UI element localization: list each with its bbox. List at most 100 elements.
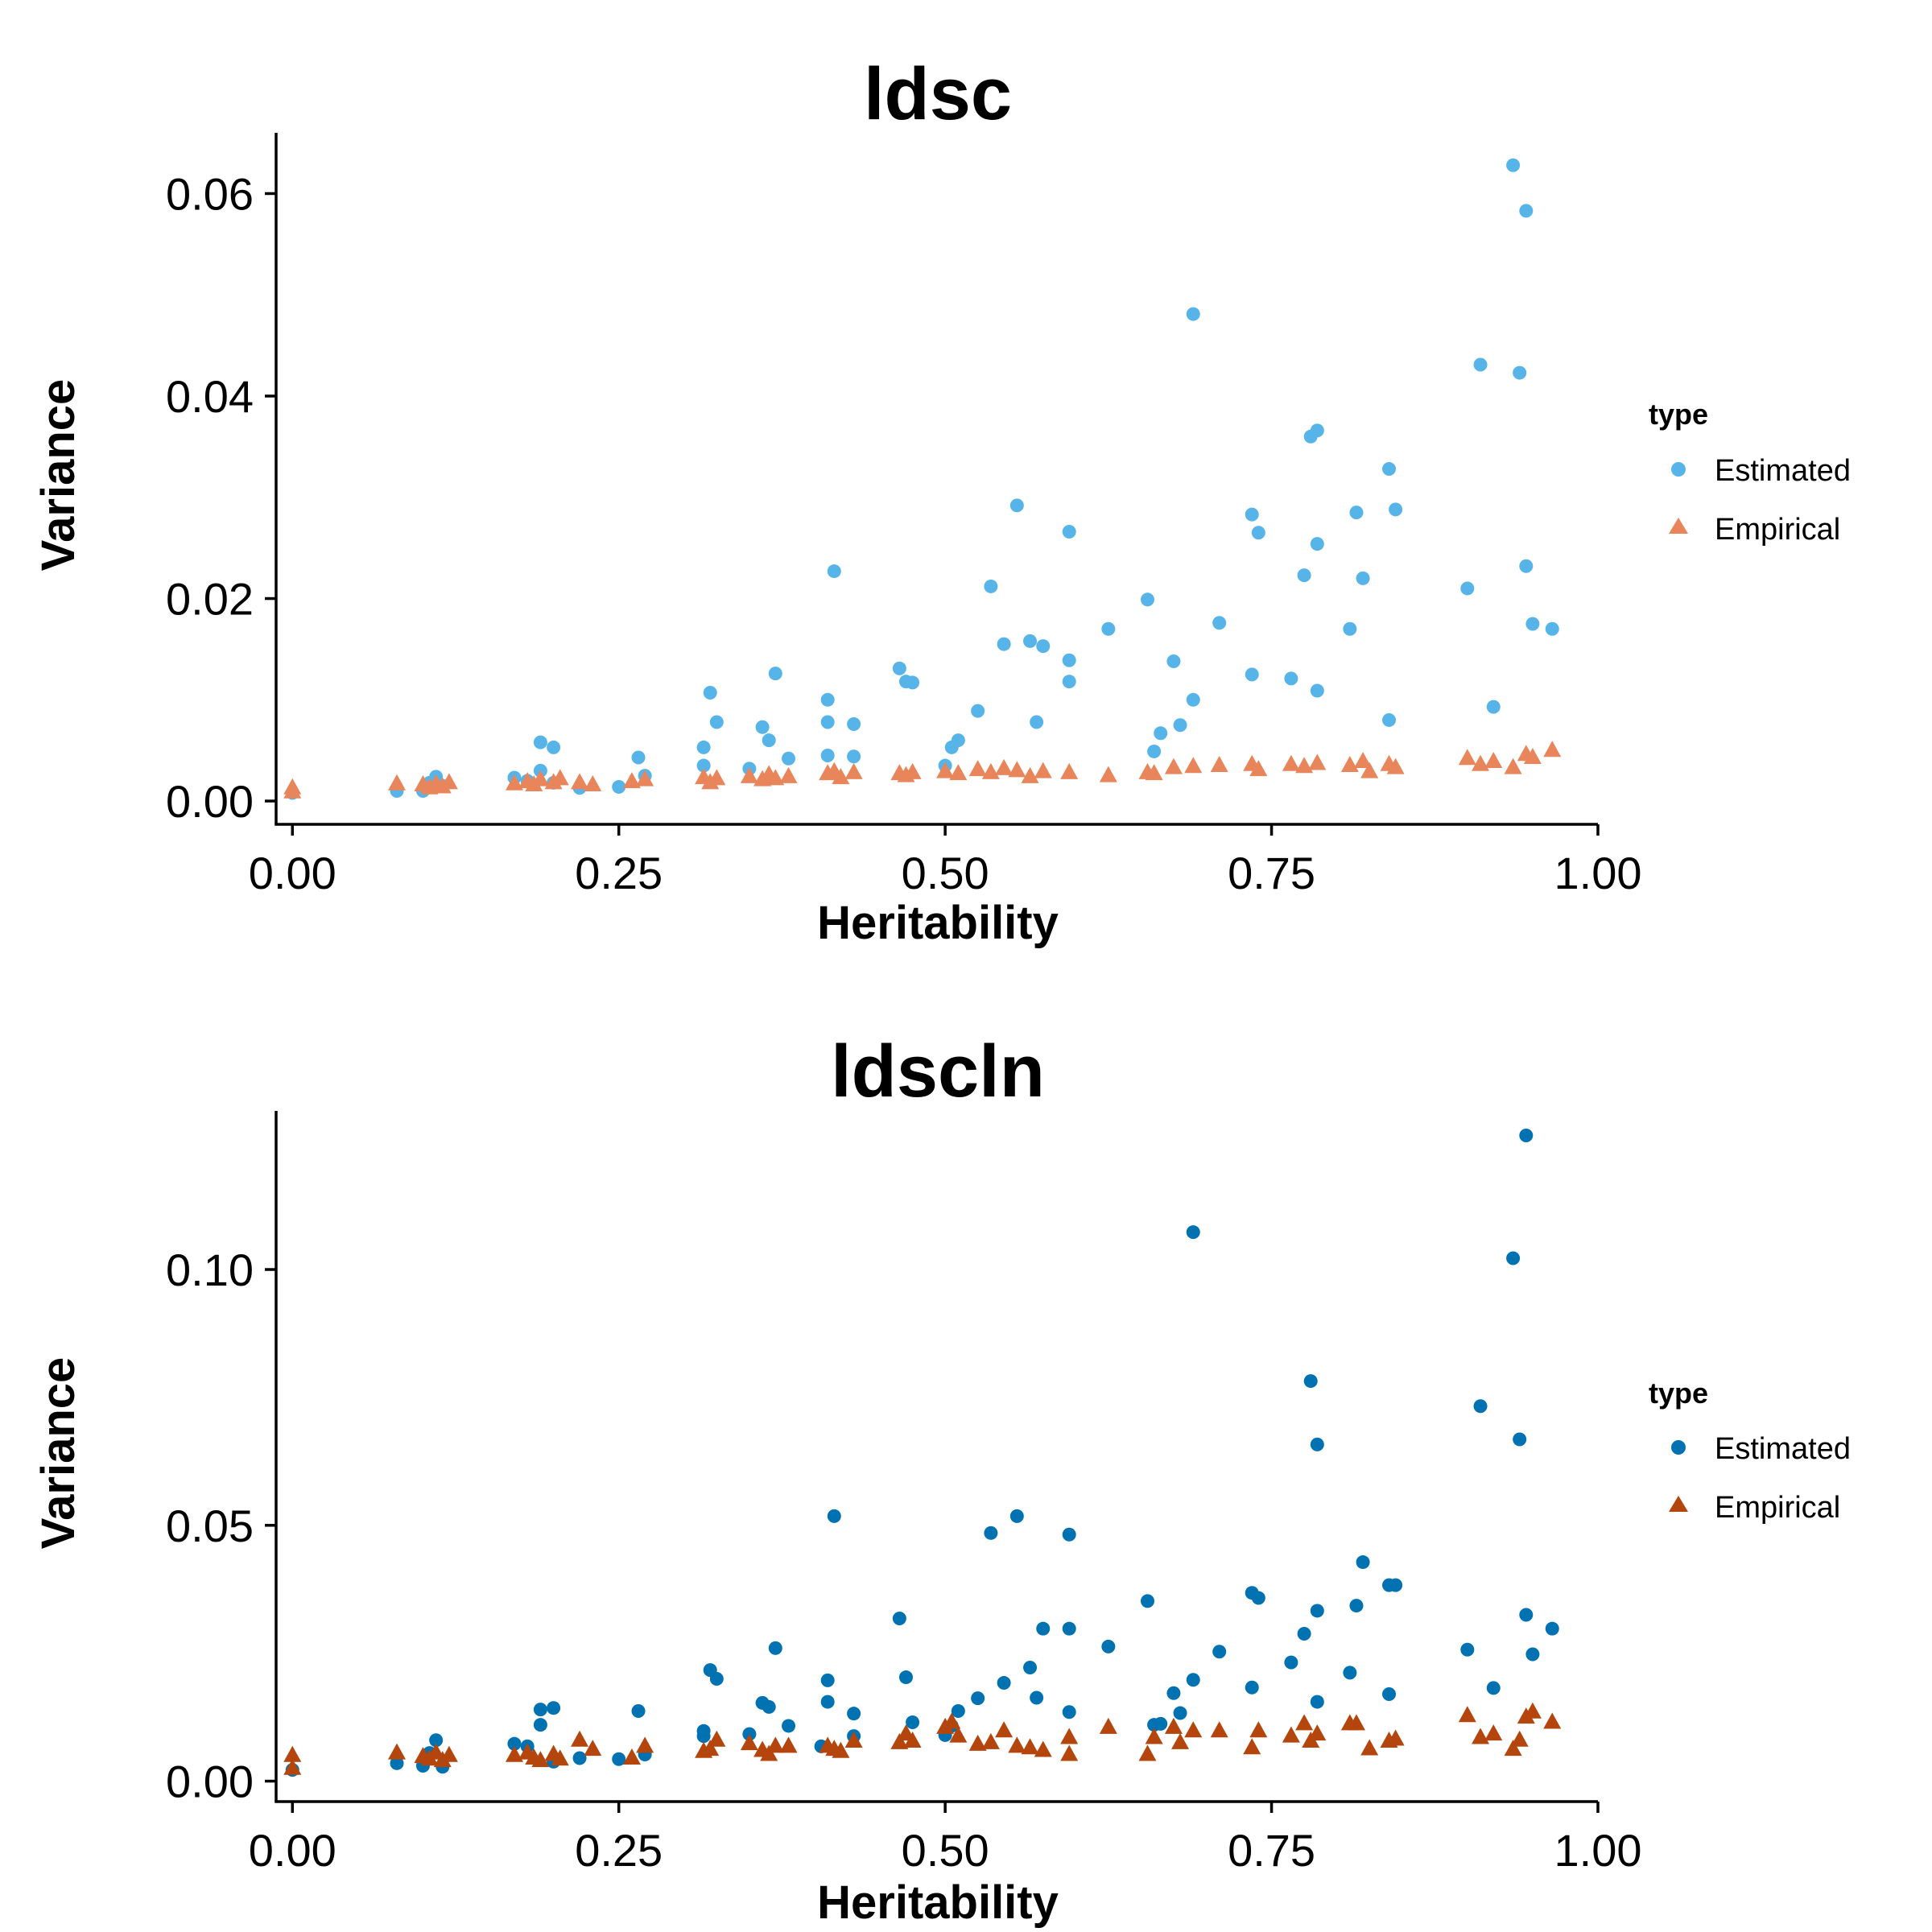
point-empirical-triangle (388, 774, 407, 791)
point-empirical-triangle (551, 769, 569, 786)
point-empirical-triangle (1360, 1739, 1379, 1756)
point-estimated-circle (768, 1641, 782, 1655)
point-estimated-circle (906, 675, 920, 690)
point-estimated-circle (1310, 423, 1324, 438)
point-estimated-circle (429, 1733, 444, 1748)
point-empirical-triangle (779, 1736, 798, 1753)
legend-label-estimated: Estimated (1715, 454, 1851, 488)
point-estimated-circle (755, 720, 770, 734)
point-empirical-triangle (1484, 752, 1503, 769)
y-axis-title: Variance (32, 379, 85, 572)
legend-label-estimated: Estimated (1715, 1432, 1851, 1466)
point-empirical-triangle (1282, 1726, 1300, 1743)
data-marks (283, 1129, 1562, 1777)
point-estimated-circle (1062, 1705, 1076, 1719)
point-empirical-triangle (903, 1732, 922, 1748)
point-empirical-triangle (1021, 1738, 1039, 1755)
point-estimated-circle (1513, 1432, 1527, 1447)
point-estimated-circle (1297, 1627, 1311, 1641)
point-estimated-circle (1519, 1129, 1534, 1143)
x-tick-label: 0.50 (902, 848, 989, 898)
point-estimated-circle (1525, 1647, 1540, 1662)
chart-title: ldscln (831, 1030, 1045, 1113)
point-estimated-circle (1166, 1686, 1181, 1700)
point-estimated-circle (631, 750, 646, 765)
point-empirical-triangle (981, 762, 1000, 779)
point-estimated-circle (631, 1704, 646, 1719)
point-estimated-circle (1389, 502, 1403, 517)
x-axis-title: Heritability (817, 1876, 1059, 1929)
point-empirical-triangle (701, 1740, 720, 1757)
point-empirical-triangle (1249, 760, 1268, 777)
chart-panel-ldscln: ldscln Variance Heritability 0.00 0.25 0.5… (32, 1030, 1851, 1929)
point-estimated-circle (1486, 700, 1501, 714)
y-tick-label: 0.00 (166, 776, 254, 827)
point-empirical-triangle (1458, 749, 1476, 766)
point-empirical-triangle (1523, 1702, 1542, 1719)
axis-ticks: 0.00 0.25 0.50 0.75 1.00 0.00 0.02 0.04 0.06 (166, 168, 1642, 898)
point-empirical-triangle (708, 1730, 726, 1747)
point-estimated-circle (1173, 1706, 1187, 1720)
point-empirical-triangle (283, 782, 302, 799)
point-estimated-circle (768, 667, 782, 681)
point-empirical-triangle (1504, 758, 1522, 774)
point-estimated-circle (782, 1719, 796, 1733)
point-estimated-circle (847, 749, 861, 764)
point-estimated-circle (820, 1673, 835, 1687)
point-estimated-circle (696, 740, 711, 754)
point-empirical-triangle (1386, 758, 1405, 774)
legend-key-empirical (1669, 1496, 1688, 1512)
axis-ticks: 0.00 0.25 0.50 0.75 1.00 0.00 0.05 0.10 (166, 1245, 1642, 1876)
point-estimated-circle (1382, 462, 1397, 477)
point-estimated-circle (1062, 1621, 1076, 1636)
point-estimated-circle (1382, 1687, 1397, 1702)
point-empirical-triangle (531, 770, 550, 786)
point-empirical-triangle (1210, 1721, 1228, 1738)
point-estimated-circle (827, 1509, 841, 1523)
chart-panel-ldsc: ldsc Variance Heritability 0.00 0.25 0.50 0… (32, 53, 1851, 949)
point-empirical-triangle (903, 762, 922, 779)
point-estimated-circle (1506, 1251, 1521, 1265)
point-empirical-triangle (1308, 1724, 1327, 1741)
point-estimated-circle (1513, 365, 1527, 380)
point-estimated-circle (1506, 158, 1521, 172)
point-estimated-circle (1486, 1681, 1501, 1695)
point-empirical-triangle (283, 1745, 302, 1762)
point-empirical-triangle (584, 774, 602, 791)
point-estimated-circle (1186, 692, 1200, 707)
y-tick-label: 0.10 (166, 1245, 254, 1295)
point-estimated-circle (1310, 683, 1324, 698)
point-empirical-triangle (832, 768, 850, 785)
point-empirical-triangle (740, 1734, 758, 1751)
point-empirical-triangle (1145, 764, 1163, 781)
x-tick-label: 0.00 (249, 1825, 336, 1876)
point-estimated-circle (1310, 1437, 1324, 1451)
point-estimated-circle (1251, 1591, 1265, 1605)
point-empirical-triangle (1099, 766, 1117, 782)
point-empirical-triangle (1034, 762, 1052, 778)
legend-label-empirical: Empirical (1715, 1491, 1840, 1525)
point-empirical-triangle (622, 772, 641, 789)
point-estimated-circle (507, 1736, 522, 1751)
point-empirical-triangle (1295, 1714, 1314, 1731)
point-estimated-circle (533, 1703, 547, 1717)
legend-key-estimated (1671, 462, 1686, 477)
point-estimated-circle (762, 1699, 776, 1714)
x-tick-label: 1.00 (1554, 848, 1642, 898)
point-estimated-circle (1525, 617, 1540, 631)
point-empirical-triangle (1145, 1728, 1163, 1744)
point-estimated-circle (612, 779, 626, 794)
data-marks (283, 158, 1562, 800)
point-empirical-triangle (622, 1748, 641, 1765)
point-estimated-circle (1186, 1225, 1200, 1240)
point-empirical-triangle (1295, 757, 1314, 774)
x-tick-label: 0.75 (1228, 1825, 1315, 1876)
point-estimated-circle (1186, 1673, 1200, 1687)
point-empirical-triangle (1138, 1744, 1157, 1761)
point-estimated-circle (1009, 1509, 1024, 1523)
point-empirical-triangle (981, 1732, 1000, 1749)
point-estimated-circle (762, 733, 776, 748)
point-estimated-circle (827, 564, 841, 579)
y-tick-label: 0.02 (166, 574, 254, 625)
y-tick-label: 0.05 (166, 1501, 254, 1551)
